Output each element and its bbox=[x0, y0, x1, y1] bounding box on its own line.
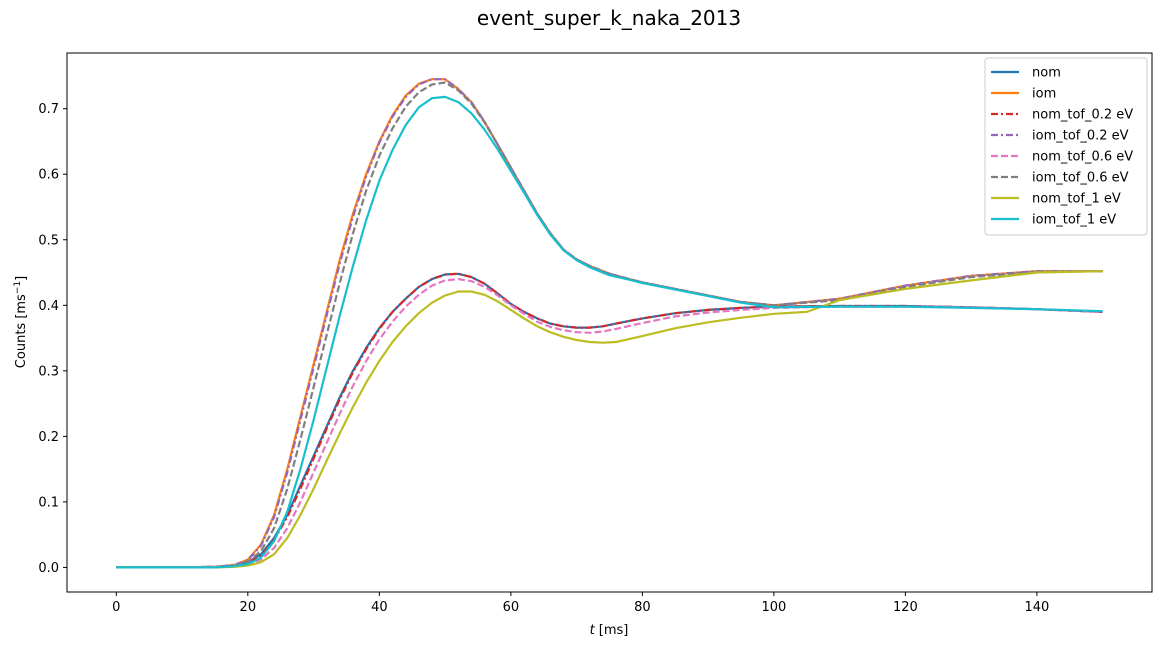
y-tick-label: 0.4 bbox=[38, 299, 59, 314]
legend-label: nom_tof_1 eV bbox=[1032, 192, 1121, 207]
y-axis-label-close: ] bbox=[14, 276, 29, 281]
x-tick-label: 0 bbox=[112, 600, 120, 615]
y-tick-label: 0.5 bbox=[38, 233, 59, 248]
legend-label: nom_tof_0.2 eV bbox=[1032, 108, 1133, 123]
legend-label: nom_tof_0.6 eV bbox=[1032, 150, 1133, 165]
x-tick-label: 100 bbox=[761, 600, 786, 615]
x-tick-label: 140 bbox=[1025, 600, 1050, 615]
x-axis-label-var: t bbox=[590, 623, 596, 638]
x-axis-label: t [ms] bbox=[590, 623, 629, 638]
y-tick-label: 0.3 bbox=[38, 364, 59, 379]
x-tick-label: 120 bbox=[893, 600, 918, 615]
series-line-6 bbox=[116, 270, 1103, 569]
y-axis-ticks: 0.0 0.1 0.2 0.3 0.4 0.5 0.6 0.7 bbox=[38, 102, 67, 576]
legend-label: iom_tof_0.6 eV bbox=[1032, 171, 1129, 186]
chart-title: event_super_k_naka_2013 bbox=[477, 6, 741, 30]
legend-label: iom_tof_1 eV bbox=[1032, 213, 1116, 228]
y-tick-label: 0.7 bbox=[38, 102, 59, 117]
plot-frame bbox=[66, 52, 1153, 593]
y-axis-label: Counts [ms−1] bbox=[13, 276, 29, 368]
x-tick-label: 20 bbox=[240, 600, 257, 615]
y-tick-label: 0.1 bbox=[38, 495, 59, 510]
series-line-7 bbox=[116, 95, 1103, 569]
series-line-4 bbox=[116, 278, 1103, 569]
legend-label: iom bbox=[1032, 87, 1056, 102]
legend-label: nom bbox=[1032, 66, 1061, 81]
series-line-2 bbox=[116, 272, 1103, 569]
y-tick-label: 0.2 bbox=[38, 430, 59, 445]
legend-label: iom_tof_0.2 eV bbox=[1032, 129, 1129, 144]
y-axis-label-exp: −1 bbox=[13, 281, 23, 294]
x-axis-ticks: 0 20 40 60 80 100 120 140 bbox=[112, 592, 1049, 615]
legend-box bbox=[984, 57, 1148, 236]
y-tick-label: 0.6 bbox=[38, 168, 59, 183]
y-axis-label-main: Counts [ms bbox=[14, 294, 29, 368]
plot-area bbox=[116, 78, 1103, 569]
y-tick-label: 0.0 bbox=[38, 561, 59, 576]
x-tick-label: 80 bbox=[634, 600, 651, 615]
legend: nom iom nom_tof_0.2 eV iom_tof_0.2 eV nom_to… bbox=[984, 57, 1148, 236]
x-axis-label-unit: [ms] bbox=[599, 623, 629, 638]
x-tick-label: 40 bbox=[371, 600, 388, 615]
x-tick-label: 60 bbox=[503, 600, 520, 615]
series-line-3 bbox=[116, 78, 1103, 569]
